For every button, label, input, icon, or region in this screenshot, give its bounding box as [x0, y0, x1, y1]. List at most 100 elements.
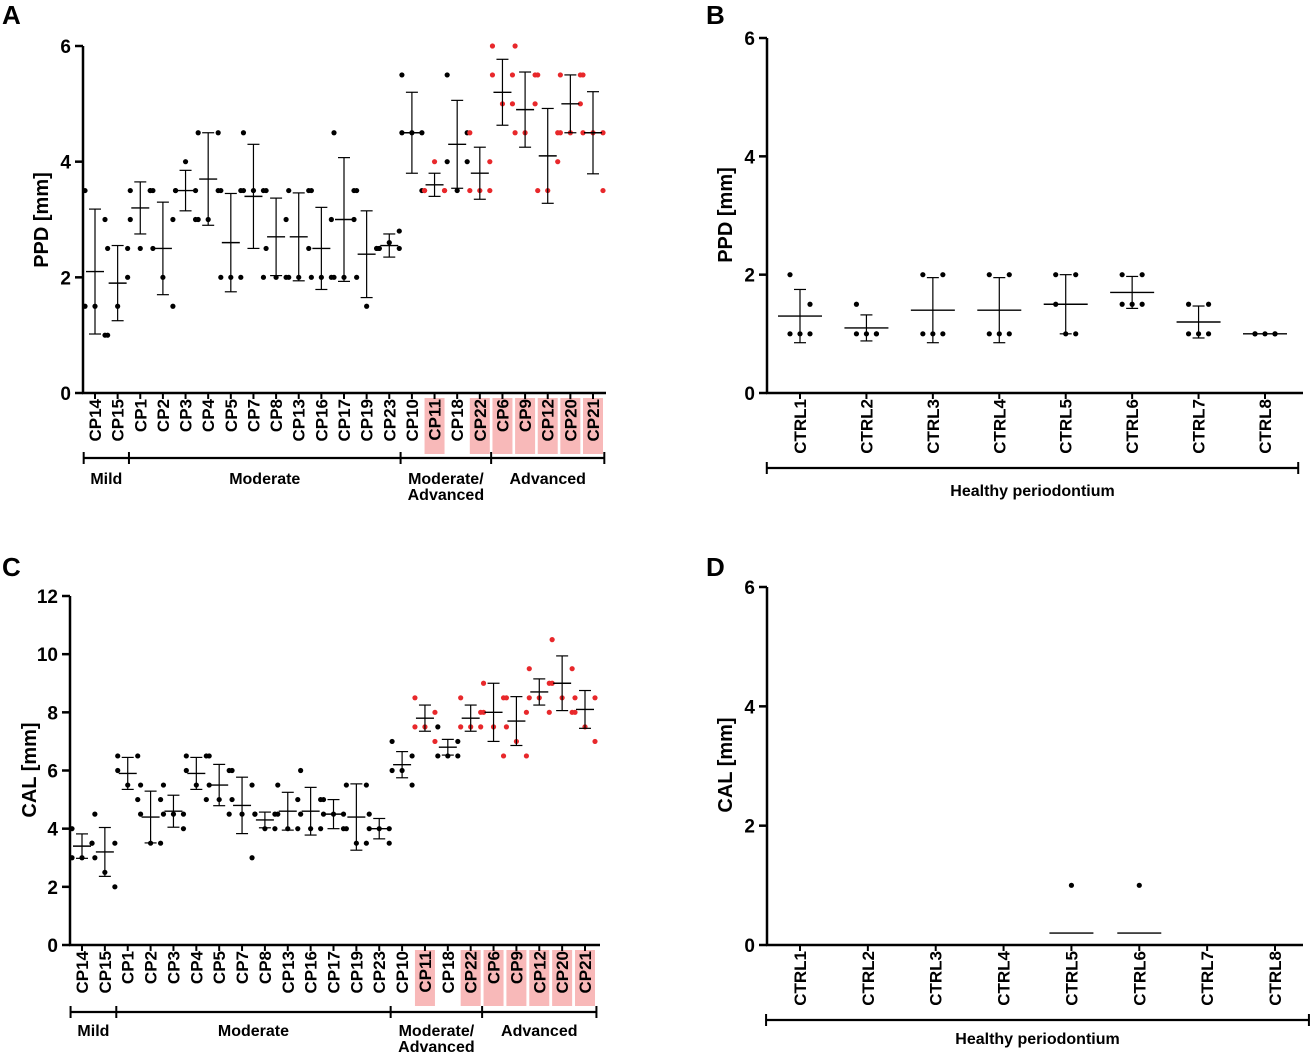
data-point: [272, 826, 278, 832]
category-label: CP1: [131, 399, 150, 432]
data-point: [853, 301, 860, 307]
category-label: CP22: [462, 951, 481, 994]
category-label: CP19: [358, 399, 377, 442]
y-tick-label: 2: [60, 268, 71, 289]
data-point: [172, 187, 179, 194]
data-point: [480, 680, 487, 686]
data-point: [532, 101, 538, 107]
data-point: [328, 216, 334, 223]
panel-d-chart: 0 2 4 6 CAL [mm] CTRL1 CTRL2 CTRL3 CTRL4 CTRL5 CTR…: [715, 578, 1310, 1048]
data-point: [464, 159, 470, 165]
data-point: [182, 159, 189, 165]
data-point: [306, 245, 312, 252]
category-label: CP23: [380, 399, 399, 442]
category-label: CP1: [119, 951, 138, 984]
data-point: [363, 782, 369, 788]
data-point: [396, 245, 402, 252]
data-point: [1119, 272, 1125, 278]
group-label: Healthy periodontium: [950, 483, 1114, 500]
category-label: CP13: [279, 951, 298, 994]
category-highlight: [506, 950, 527, 1006]
data-point: [229, 767, 235, 774]
data-point: [444, 72, 450, 78]
data-point: [467, 187, 473, 194]
data-point: [295, 796, 301, 803]
category-label: CP8: [267, 399, 286, 432]
data-point: [386, 826, 392, 832]
data-point: [354, 274, 360, 280]
group-label-line2: Advanced: [408, 487, 484, 504]
category-label: CP2: [142, 951, 161, 984]
data-point: [157, 796, 164, 803]
category-label: CP7: [233, 951, 252, 984]
data-point: [807, 301, 813, 307]
data-point: [435, 724, 441, 730]
data-point: [82, 303, 88, 309]
category-label: CP20: [561, 399, 580, 442]
category-highlight: [424, 398, 445, 454]
y-tick-label: 2: [744, 817, 755, 838]
data-point: [135, 796, 141, 803]
data-point: [263, 187, 269, 194]
data-point: [195, 130, 201, 136]
data-point: [183, 753, 189, 759]
data-point: [509, 101, 516, 107]
group-label: Advanced: [509, 471, 585, 488]
data-point: [940, 272, 946, 278]
data-point: [112, 840, 118, 846]
category-label: CTRL6: [1123, 399, 1142, 454]
data-point: [115, 753, 121, 759]
data-point: [351, 216, 357, 223]
data-point: [160, 811, 167, 817]
y-tick-label: 6: [744, 29, 755, 50]
data-point: [986, 272, 992, 278]
data-point: [125, 245, 131, 252]
category-highlight: [560, 398, 581, 454]
data-point: [180, 826, 187, 832]
group-label: Moderate: [229, 471, 300, 488]
data-point: [308, 187, 314, 194]
category-label: CP9: [516, 399, 535, 432]
data-point: [455, 753, 461, 759]
data-point: [549, 637, 555, 643]
y-tick-label: 12: [37, 587, 58, 608]
data-point: [170, 216, 176, 223]
category-highlight: [552, 950, 573, 1006]
category-label: CTRL2: [859, 951, 878, 1006]
data-point: [102, 216, 108, 223]
data-point: [986, 331, 992, 337]
data-point: [580, 130, 586, 136]
data-point: [1119, 301, 1125, 307]
category-highlight: [414, 950, 435, 1006]
y-tick-label: 6: [47, 762, 58, 783]
category-highlight: [537, 398, 558, 454]
y-axis-title: PPD [mm]: [31, 172, 53, 268]
group-label: Moderate/: [399, 1023, 475, 1040]
y-tick-label: 6: [744, 578, 755, 599]
category-label: CTRL1: [791, 951, 810, 1006]
category-label: CTRL5: [1057, 399, 1076, 454]
y-axis-title: PPD [mm]: [715, 167, 737, 263]
data-point: [298, 767, 304, 774]
data-point: [295, 826, 301, 832]
category-label: CP23: [370, 951, 389, 994]
data-point: [283, 216, 289, 223]
category-label: CP10: [403, 399, 422, 442]
category-label: CP7: [244, 399, 263, 432]
data-point: [389, 738, 395, 745]
data-point: [503, 724, 510, 730]
data-point: [549, 680, 555, 686]
data-point: [137, 782, 144, 788]
data-point: [363, 840, 369, 846]
data-point: [467, 130, 473, 136]
data-point: [127, 187, 133, 194]
data-point: [218, 274, 224, 280]
data-point: [600, 130, 606, 136]
data-point: [1073, 272, 1079, 278]
category-label: CTRL7: [1198, 951, 1217, 1006]
data-point: [512, 43, 518, 49]
data-point: [458, 695, 464, 701]
data-point: [1068, 882, 1075, 888]
category-label: CP15: [109, 399, 128, 442]
